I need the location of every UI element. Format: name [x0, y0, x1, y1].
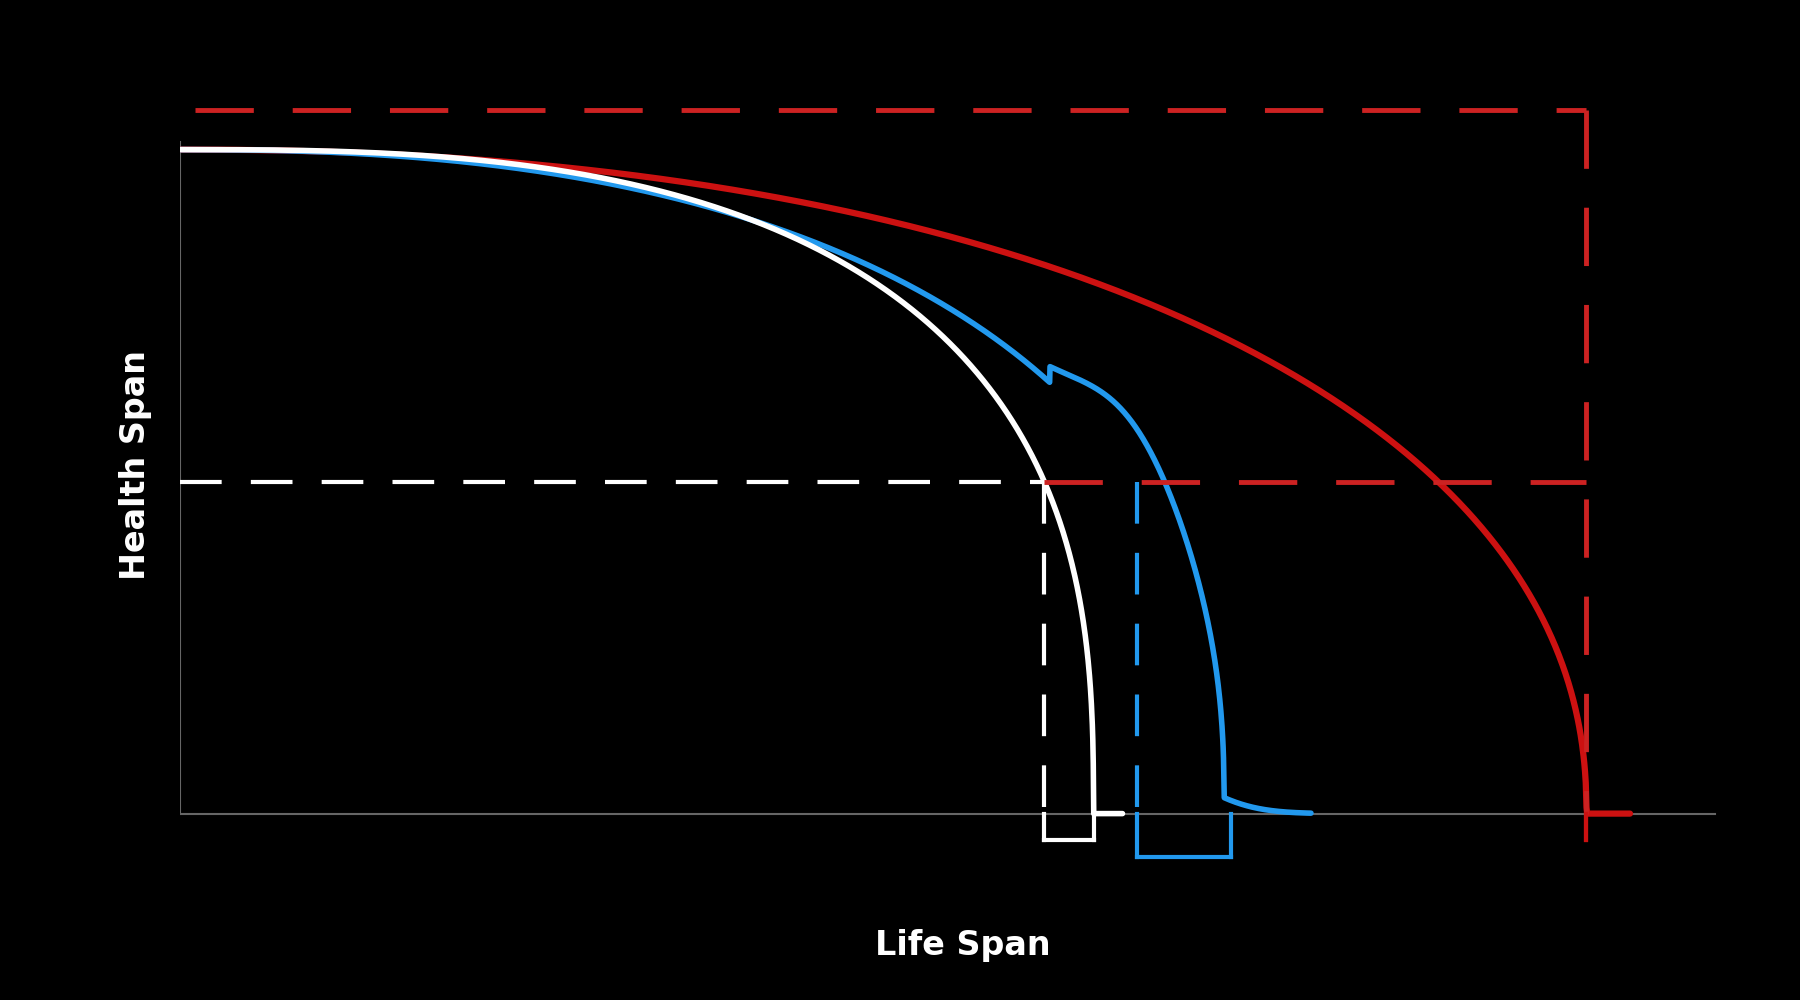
Y-axis label: Health Span: Health Span [119, 350, 153, 580]
X-axis label: Life Span: Life Span [875, 929, 1051, 962]
